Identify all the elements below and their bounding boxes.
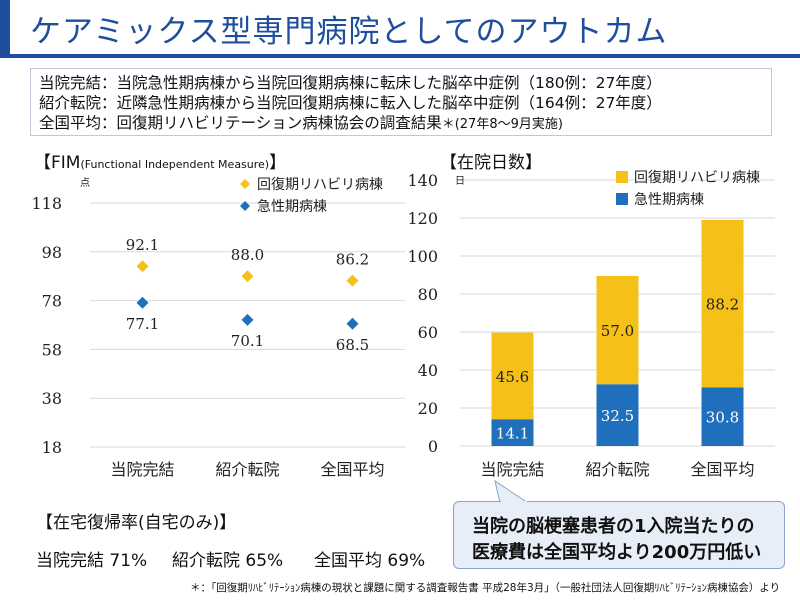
stay-bar-segment xyxy=(596,275,639,385)
fim-point xyxy=(241,270,254,283)
stay-data-label: 57.0 xyxy=(601,322,634,340)
definition-own: 当院完結：当院急性期病棟から当院回復期病棟に転床した脳卒中症例（180例：27年… xyxy=(39,74,662,92)
survey-period: (27年8〜9月実施) xyxy=(454,117,563,132)
home-rate-national: 全国平均 69% xyxy=(314,551,426,571)
fim-title-main: 【FIM xyxy=(34,153,81,173)
fim-data-label: 92.1 xyxy=(126,236,159,254)
fim-legend-marker xyxy=(240,179,250,189)
stay-y-tick-label: 40 xyxy=(418,361,438,380)
fim-y-tick-label: 18 xyxy=(42,438,62,457)
stay-legend-marker xyxy=(616,193,628,205)
stay-bar-segment xyxy=(596,384,639,446)
definition-national: 全国平均：回復期リハビリテーション病棟協会の調査結果＊(27年8〜9月実施) xyxy=(39,111,563,133)
fim-y-tick-label: 98 xyxy=(42,243,62,262)
stay-y-tick-label: 80 xyxy=(418,285,438,304)
stay-y-tick-label: 100 xyxy=(407,247,438,266)
stay-chart-title: 【在院日数】 xyxy=(440,153,542,173)
stay-x-tick-label: 全国平均 xyxy=(690,460,754,479)
stay-y-unit: 日 xyxy=(455,176,465,187)
definition-referral: 紹介転院：近隣急性期病棟から当院回復期病棟に転入した脳卒中症例（164例：27年… xyxy=(39,94,662,112)
fim-point xyxy=(346,274,359,287)
callout-line-1: 当院の脳梗塞患者の1入院当たりの xyxy=(472,516,755,537)
fim-chart-title: 【FIM(Functional Independent Measure)】 xyxy=(34,148,286,173)
fim-data-label: 68.5 xyxy=(336,336,369,354)
fim-point xyxy=(346,317,359,330)
title-rule xyxy=(0,54,800,58)
callout-line-2: 医療費は全国平均より200万円低い xyxy=(472,542,762,563)
fim-point xyxy=(136,296,149,309)
stay-data-label: 88.2 xyxy=(706,296,739,314)
stay-bar-segment xyxy=(491,332,534,420)
stay-data-label: 30.8 xyxy=(706,409,739,427)
fim-data-label: 77.1 xyxy=(126,315,159,333)
stay-legend-label: 急性期病棟 xyxy=(634,192,704,208)
fim-y-tick-label: 58 xyxy=(42,340,62,359)
stay-data-label: 32.5 xyxy=(601,407,634,425)
stay-data-label: 14.1 xyxy=(496,425,529,443)
fim-data-label: 70.1 xyxy=(231,332,264,350)
stay-y-tick-label: 20 xyxy=(418,399,438,418)
stay-x-tick-label: 紹介転院 xyxy=(585,460,649,479)
page-title: ケアミックス型専門病院としてのアウトカム xyxy=(30,14,668,50)
stay-bar-segment xyxy=(701,219,744,388)
title-bar: ケアミックス型専門病院としてのアウトカム xyxy=(0,0,800,58)
definition-national-text: 全国平均：回復期リハビリテーション病棟協会の調査結果 xyxy=(39,114,442,132)
fim-x-tick-label: 全国平均 xyxy=(320,460,384,479)
fim-y-unit: 点 xyxy=(80,177,90,189)
stay-y-tick-label: 120 xyxy=(407,209,438,228)
cost-callout: 当院の脳梗塞患者の1入院当たりの 医療費は全国平均より200万円低い xyxy=(453,501,785,569)
stay-y-tick-label: 140 xyxy=(407,171,438,190)
source-footnote: ＊：「回復期ﾘﾊﾋﾞﾘﾃｰｼｮﾝ病棟の現状と課題に関する調査報告書 平成28年3… xyxy=(190,582,781,594)
fim-legend-marker xyxy=(240,201,250,211)
stay-y-tick-label: 0 xyxy=(428,437,438,456)
fim-title-sub: (Functional Independent Measure) xyxy=(80,158,270,171)
fim-point xyxy=(241,313,254,326)
fim-x-tick-label: 紹介転院 xyxy=(215,460,279,479)
fim-data-label: 86.2 xyxy=(336,251,369,269)
fim-point xyxy=(136,260,149,273)
title-accent xyxy=(0,0,10,56)
fim-legend-label: 急性期病棟 xyxy=(257,199,327,215)
definitions-box: 当院完結：当院急性期病棟から当院回復期病棟に転床した脳卒中症例（180例：27年… xyxy=(30,68,772,136)
home-return-title: 【在宅復帰率(自宅のみ)】 xyxy=(36,513,237,533)
fim-x-tick-label: 当院完結 xyxy=(110,460,174,479)
stay-y-tick-label: 60 xyxy=(418,323,438,342)
fim-legend-label: 回復期リハビリ病棟 xyxy=(257,176,383,193)
fim-y-tick-label: 118 xyxy=(31,194,62,213)
stay-legend-label: 回復期リハビリ病棟 xyxy=(634,169,760,186)
stay-data-label: 45.6 xyxy=(496,368,529,386)
home-rate-referral: 紹介転院 65% xyxy=(172,551,284,571)
stay-legend-marker xyxy=(616,171,628,183)
asterisk-mark: ＊ xyxy=(441,117,455,132)
stay-x-tick-label: 当院完結 xyxy=(480,460,544,479)
stay-bar-segment xyxy=(491,419,534,446)
fim-y-tick-label: 38 xyxy=(42,389,62,408)
fim-title-close: 】 xyxy=(269,153,287,173)
fim-y-tick-label: 78 xyxy=(42,292,62,311)
fim-data-label: 88.0 xyxy=(231,246,264,264)
stay-bar-segment xyxy=(701,387,744,446)
home-rate-own: 当院完結 71% xyxy=(36,551,148,571)
